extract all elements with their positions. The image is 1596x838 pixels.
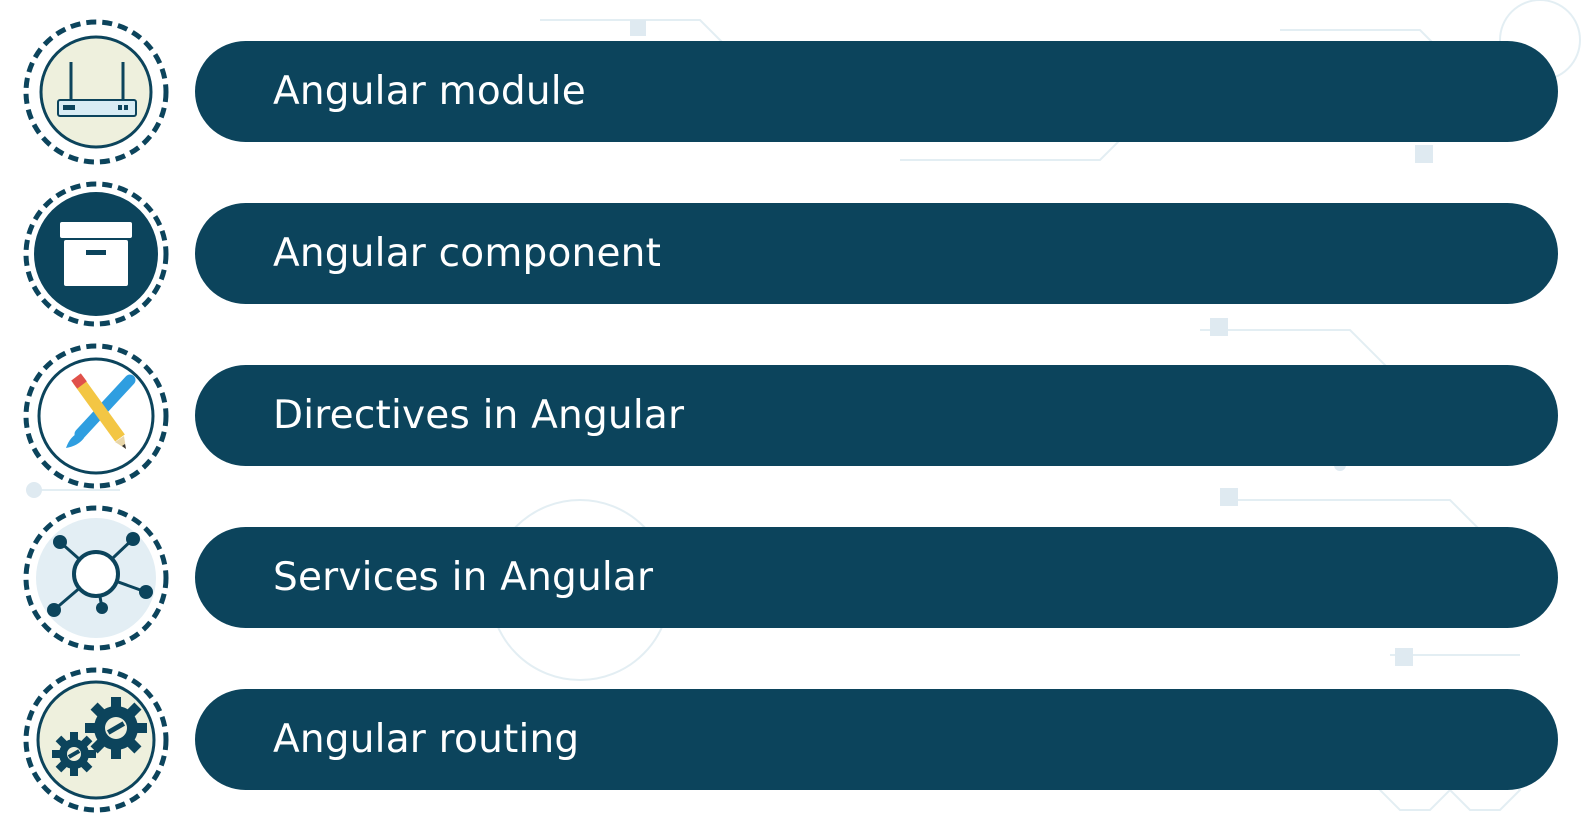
- list-item: Angular routing: [0, 666, 1596, 826]
- network-hub-icon: [23, 505, 169, 651]
- router-icon: [23, 19, 169, 165]
- archive-box-icon: [23, 181, 169, 327]
- gears-icon: [23, 667, 169, 813]
- topic-pill-routing[interactable]: Angular routing: [195, 689, 1558, 790]
- list-item: Angular module: [0, 18, 1596, 178]
- topic-pill-directives[interactable]: Directives in Angular: [195, 365, 1558, 466]
- topic-label: Angular module: [273, 69, 586, 114]
- topic-label: Angular component: [273, 231, 662, 276]
- topic-label: Angular routing: [273, 717, 580, 762]
- list-item: Services in Angular: [0, 504, 1596, 664]
- list-item: Directives in Angular: [0, 342, 1596, 502]
- topic-pill-angular-module[interactable]: Angular module: [195, 41, 1558, 142]
- topic-label: Directives in Angular: [273, 393, 685, 438]
- topic-label: Services in Angular: [273, 555, 654, 600]
- list-item: Angular component: [0, 180, 1596, 340]
- topic-pill-angular-component[interactable]: Angular component: [195, 203, 1558, 304]
- topic-pill-services[interactable]: Services in Angular: [195, 527, 1558, 628]
- pencil-brush-icon: [23, 343, 169, 489]
